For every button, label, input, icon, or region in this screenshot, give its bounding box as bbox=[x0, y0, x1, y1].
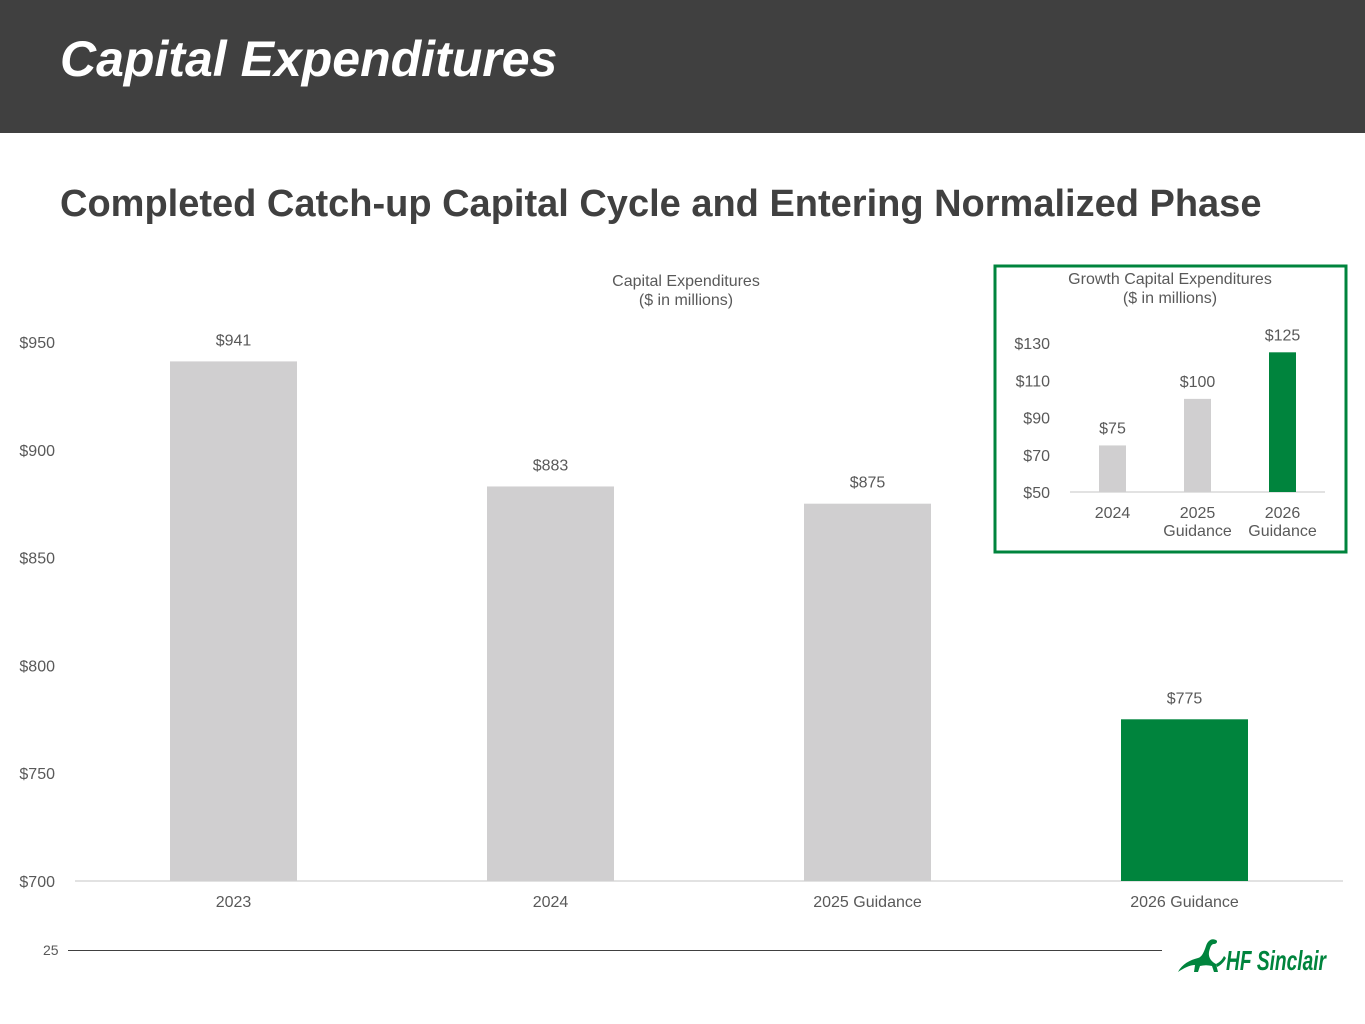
footer-divider bbox=[68, 950, 1162, 951]
header-bar: Capital Expenditures bbox=[0, 0, 1365, 133]
data-label: $100 bbox=[1180, 374, 1216, 391]
chart-title-1: Growth Capital Expenditures bbox=[1068, 271, 1272, 288]
slide-subtitle: Completed Catch-up Capital Cycle and Ent… bbox=[60, 183, 1262, 225]
chart-subtitle-1: ($ in millions) bbox=[1123, 290, 1217, 307]
chart-subtitle-0: ($ in millions) bbox=[639, 292, 733, 309]
logo-wordmark: HF Sinclair bbox=[1226, 945, 1327, 976]
y-tick-label: $900 bbox=[19, 443, 55, 460]
data-label: $883 bbox=[533, 457, 569, 474]
y-tick-label: $110 bbox=[1016, 373, 1051, 390]
bar-2024 bbox=[1099, 445, 1126, 492]
x-tick-label: 2024 bbox=[533, 894, 569, 911]
bar-2023 bbox=[170, 361, 297, 881]
bar-2025-guidance bbox=[804, 503, 931, 881]
data-label: $875 bbox=[850, 475, 886, 492]
page-title: Capital Expenditures bbox=[60, 31, 558, 87]
y-tick-label: $130 bbox=[1014, 336, 1050, 353]
y-tick-label: $70 bbox=[1023, 448, 1050, 465]
data-label: $75 bbox=[1099, 420, 1126, 437]
data-label: $941 bbox=[216, 332, 252, 349]
bar-2024 bbox=[487, 486, 614, 881]
data-label: $775 bbox=[1167, 690, 1203, 707]
bar-2026-guidance bbox=[1269, 352, 1296, 492]
x-tick-label: 2026 Guidance bbox=[1248, 505, 1317, 540]
y-tick-label: $50 bbox=[1023, 485, 1050, 502]
data-label: $125 bbox=[1265, 327, 1301, 344]
x-tick-label: 2025 Guidance bbox=[813, 894, 922, 911]
x-tick-label: 2025 Guidance bbox=[1163, 505, 1232, 540]
x-tick-label: 2026 Guidance bbox=[1130, 894, 1239, 911]
page-number: 25 bbox=[43, 942, 59, 958]
y-tick-label: $700 bbox=[19, 874, 55, 891]
x-tick-label: 2024 bbox=[1095, 505, 1131, 522]
bar-2026-guidance bbox=[1121, 719, 1248, 881]
hf-sinclair-logo: HF Sinclair bbox=[1178, 939, 1327, 976]
chart-title-0: Capital Expenditures bbox=[612, 273, 760, 290]
x-tick-label: 2023 bbox=[216, 894, 252, 911]
y-tick-label: $90 bbox=[1023, 411, 1050, 428]
y-tick-label: $750 bbox=[19, 766, 55, 783]
y-tick-label: $800 bbox=[19, 658, 55, 675]
bar-2025-guidance bbox=[1184, 398, 1211, 492]
y-tick-label: $950 bbox=[19, 335, 55, 352]
y-tick-label: $850 bbox=[19, 551, 55, 568]
